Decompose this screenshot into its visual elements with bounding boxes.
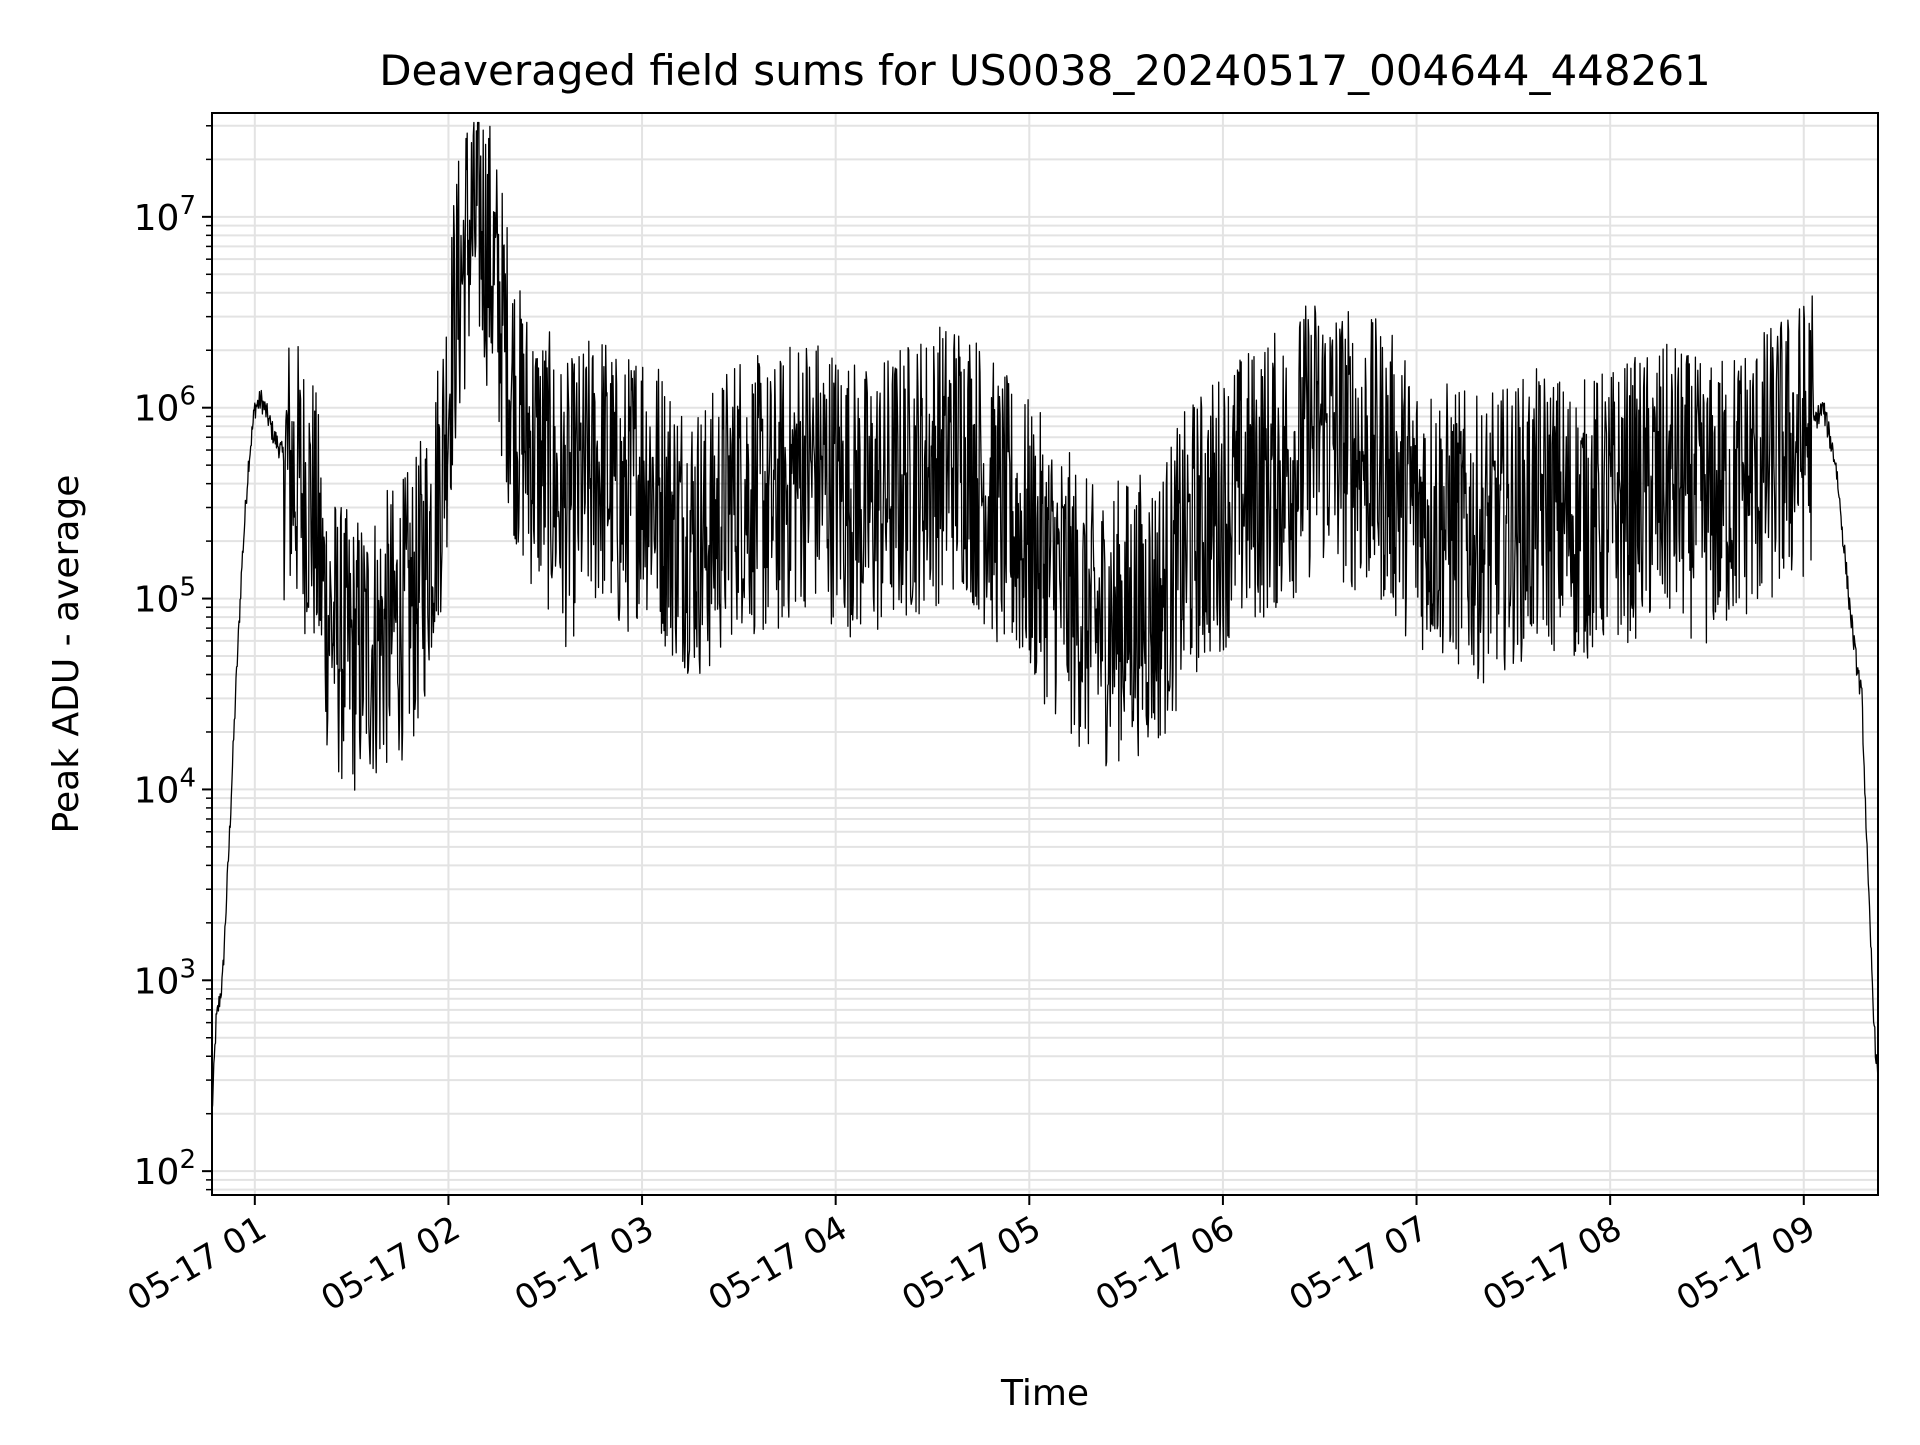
grid <box>212 113 1878 1195</box>
x-axis-label: Time <box>1000 1373 1089 1414</box>
series-line <box>211 121 1879 1111</box>
y-tick-label: 104 <box>134 763 196 811</box>
y-tick-label: 102 <box>134 1145 196 1193</box>
y-axis-label: Peak ADU - average <box>46 475 87 834</box>
y-tick-label: 106 <box>134 382 196 430</box>
y-tick-label: 107 <box>134 191 196 239</box>
chart-title: Deaveraged field sums for US0038_2024051… <box>379 46 1711 95</box>
plot-frame <box>211 112 1879 1196</box>
series-line-group <box>211 121 1879 1111</box>
y-tick-label: 105 <box>134 573 196 621</box>
y-tick-label: 103 <box>134 954 196 1002</box>
